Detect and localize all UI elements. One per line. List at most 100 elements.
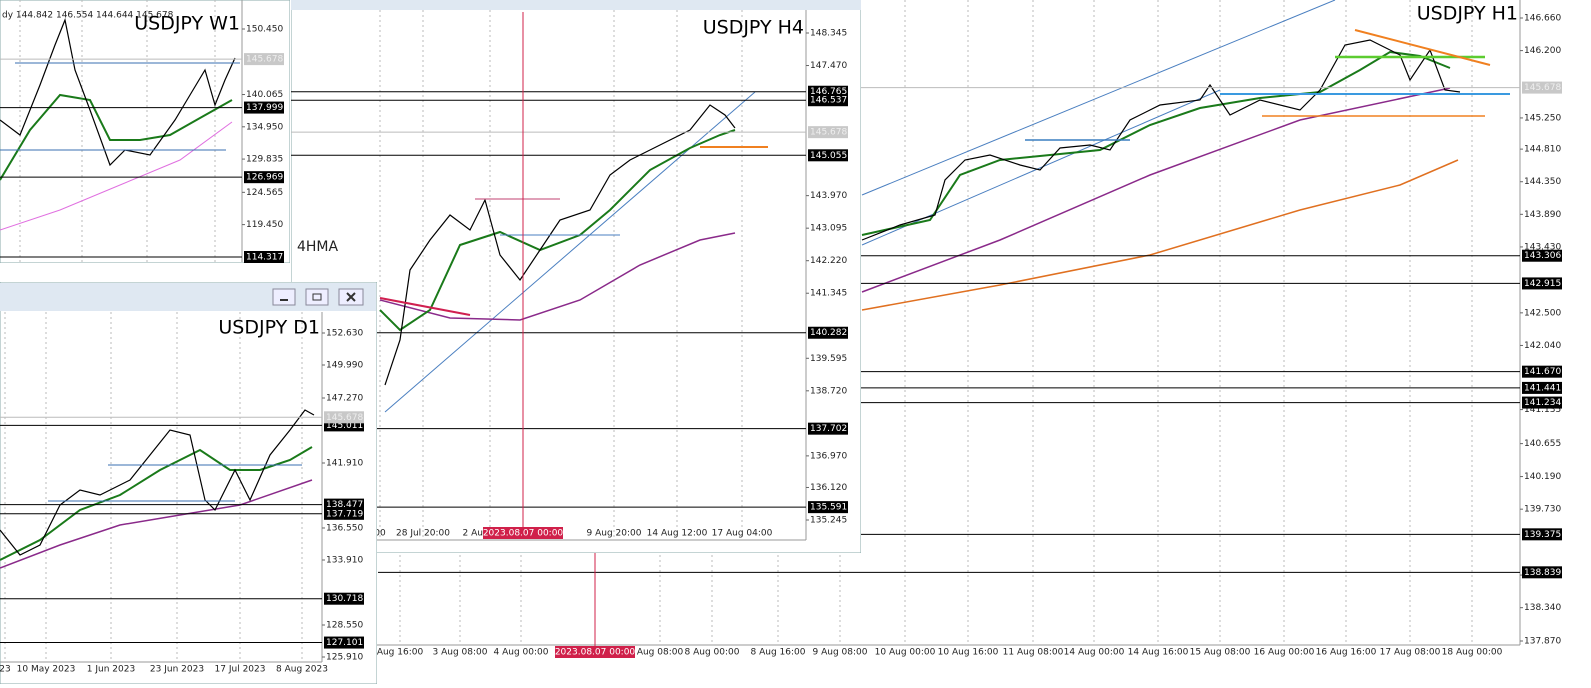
indicator-note: 4HMA: [297, 239, 339, 255]
level-label: 138.839: [1524, 568, 1561, 578]
price-label: 137.870: [1524, 637, 1561, 647]
time-label: 8 Aug 16:00: [751, 648, 806, 658]
time-label: 15 Aug 08:00: [1190, 648, 1251, 658]
window-buttons[interactable]: [272, 288, 364, 306]
time-label: 18 Aug 00:00: [1442, 648, 1503, 658]
level-box: [324, 507, 364, 520]
price-label: 129.835: [246, 155, 283, 165]
level-box: [1522, 396, 1562, 409]
level-label: 141.670: [1524, 367, 1561, 377]
time-label: 14 Aug 16:00: [1128, 648, 1189, 658]
level-label: 126.969: [246, 173, 283, 183]
level-box: [244, 101, 284, 114]
level-box: [1522, 566, 1562, 579]
price-label: 143.430: [1524, 242, 1561, 252]
price-label: 142.220: [810, 256, 847, 266]
price-label: 138.340: [1524, 603, 1561, 613]
level-label: 137.719: [326, 509, 363, 519]
level-box: [1522, 528, 1562, 541]
level-label: 142.915: [1524, 279, 1561, 289]
window-title: USDJPY H1: [1417, 3, 1518, 25]
price-label: 146.200: [1524, 46, 1561, 56]
time-label: 23 Jun 2023: [150, 665, 204, 675]
h4-drawings: [379, 91, 768, 413]
time-label: 17 Aug 08:00: [1380, 648, 1441, 658]
level-label: 137.999: [246, 103, 283, 113]
cursor-box: [555, 646, 635, 658]
level-box: [1522, 277, 1562, 290]
level-label: 138.477: [326, 500, 363, 510]
price-label: 143.970: [810, 191, 847, 201]
time-label: Aug 16:00: [377, 648, 424, 658]
d1-window: 23 10 May 2023 1 Jun 2023 23 Jun 2023 17 Jul…: [0, 282, 377, 684]
level-label: 139.375: [1524, 530, 1561, 540]
window-title: USDJPY D1: [218, 317, 320, 339]
price-label: 139.595: [810, 354, 847, 364]
price-box: [1522, 81, 1562, 94]
level-label: 141.234: [1524, 398, 1561, 408]
price-box: [324, 411, 364, 424]
level-label: 127.101: [326, 638, 363, 648]
price-label: 136.550: [326, 523, 363, 533]
price-label: 143.095: [810, 224, 847, 234]
level-box: [324, 592, 364, 605]
price-label: 125.910: [326, 653, 363, 663]
level-label: 141.441: [1524, 383, 1561, 393]
price-label: 144.350: [1524, 177, 1561, 187]
time-label: 17 Aug 04:00: [712, 529, 773, 539]
time-label: 17 Jul 2023: [215, 665, 266, 675]
time-label: 4 Aug 00:00: [494, 648, 549, 658]
level-box: [808, 149, 848, 162]
price-label: 135.245: [810, 516, 847, 526]
current-price: 145.678: [326, 413, 363, 423]
price-label: 147.270: [326, 393, 363, 403]
price-label: 150.450: [246, 25, 283, 35]
time-label: Aug 08:00: [637, 648, 684, 658]
level-label: 114.317: [246, 253, 283, 263]
price-label: 119.450: [246, 220, 283, 230]
time-label: 16 Aug 16:00: [1316, 648, 1377, 658]
price-label: 147.470: [810, 61, 847, 71]
level-label: 140.282: [810, 328, 847, 338]
time-label: 16 Aug 00:00: [1254, 648, 1315, 658]
price-label: 141.910: [326, 458, 363, 468]
time-label: 3 Aug 08:00: [433, 648, 488, 658]
price-label: 149.990: [326, 361, 363, 371]
price-label: 136.970: [810, 451, 847, 461]
price-label: 142.500: [1524, 308, 1561, 318]
price-box: [244, 53, 284, 66]
cursor-box: [483, 527, 563, 539]
time-label: 10 May 2023: [17, 665, 76, 675]
price-label: 139.730: [1524, 505, 1561, 515]
level-label: 145.011: [326, 421, 363, 431]
price-label: 152.630: [326, 329, 363, 339]
time-label: 10 Aug 16:00: [938, 648, 999, 658]
price-label: 128.550: [326, 620, 363, 630]
price-label: 124.565: [246, 188, 283, 198]
time-label: 11 Aug 08:00: [1003, 648, 1064, 658]
level-box: [808, 422, 848, 435]
level-box: [808, 326, 848, 339]
time-label: 9 Aug 08:00: [813, 648, 868, 658]
time-label: 1 Jun 2023: [87, 665, 135, 675]
price-label: 140.065: [246, 90, 283, 100]
price-label: 148.345: [810, 29, 847, 39]
price-label: 145.250: [1524, 113, 1561, 123]
level-box: [808, 94, 848, 107]
window-title: USDJPY H4: [703, 17, 804, 39]
price-box: [808, 126, 848, 139]
price-label: 136.120: [810, 483, 847, 493]
price-label: 138.720: [810, 386, 847, 396]
price-label: 134.950: [246, 122, 283, 132]
level-box: [324, 636, 364, 649]
price-label: 140.655: [1524, 439, 1561, 449]
price-label: 146.660: [1524, 14, 1561, 24]
price-label: 141.345: [810, 289, 847, 299]
current-price: 145.678: [1524, 83, 1561, 93]
ohlc-header: dy 144.842 146.554 144.644 145.678: [2, 11, 174, 21]
price-label: 142.040: [1524, 341, 1561, 351]
time-label: 8 Aug 2023: [276, 665, 328, 675]
level-box: [324, 498, 364, 511]
